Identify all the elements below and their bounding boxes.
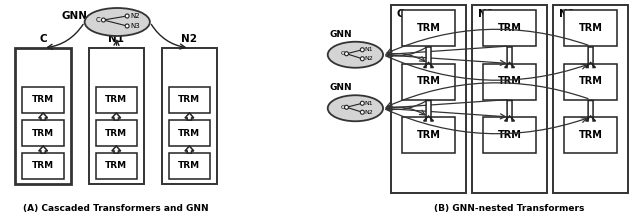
Text: TRM: TRM — [179, 129, 200, 138]
Polygon shape — [586, 100, 596, 121]
Text: GNN: GNN — [330, 83, 353, 92]
Text: TRM: TRM — [579, 23, 602, 33]
Text: TRM: TRM — [105, 162, 127, 170]
Bar — [22, 87, 64, 113]
Bar — [483, 64, 536, 100]
Bar — [22, 120, 64, 146]
Text: TRM: TRM — [498, 76, 522, 86]
Text: C: C — [340, 51, 344, 56]
Circle shape — [360, 101, 364, 105]
Polygon shape — [112, 113, 121, 120]
Polygon shape — [38, 113, 47, 120]
Polygon shape — [38, 146, 47, 153]
Text: N1: N1 — [364, 47, 373, 52]
Polygon shape — [424, 100, 433, 121]
Polygon shape — [185, 146, 194, 153]
Polygon shape — [112, 146, 121, 153]
Bar — [162, 48, 217, 184]
Text: N2: N2 — [559, 9, 575, 19]
Bar — [168, 120, 210, 146]
Text: N2: N2 — [364, 56, 373, 61]
Text: GNN: GNN — [61, 11, 88, 21]
Bar — [402, 117, 455, 153]
Bar — [95, 120, 137, 146]
Text: C: C — [96, 17, 100, 23]
Bar — [402, 64, 455, 100]
Bar — [168, 87, 210, 113]
Text: C: C — [39, 34, 47, 44]
Ellipse shape — [328, 42, 383, 68]
Circle shape — [360, 48, 364, 52]
Circle shape — [125, 24, 129, 28]
Text: TRM: TRM — [105, 129, 127, 138]
Circle shape — [360, 57, 364, 61]
Bar — [22, 153, 64, 179]
Polygon shape — [504, 47, 515, 67]
Bar — [168, 153, 210, 179]
Text: TRM: TRM — [417, 76, 440, 86]
Circle shape — [344, 105, 349, 109]
Bar — [483, 10, 536, 46]
Polygon shape — [586, 47, 596, 67]
Circle shape — [125, 14, 129, 18]
Text: TRM: TRM — [417, 130, 440, 140]
Text: (A) Cascaded Transformers and GNN: (A) Cascaded Transformers and GNN — [24, 203, 209, 213]
Text: TRM: TRM — [179, 95, 200, 105]
Circle shape — [360, 110, 364, 114]
Text: TRM: TRM — [32, 129, 54, 138]
Text: TRM: TRM — [579, 76, 602, 86]
Text: N1: N1 — [108, 34, 124, 44]
Bar — [472, 5, 547, 193]
Text: N1: N1 — [364, 101, 373, 106]
Text: TRM: TRM — [32, 162, 54, 170]
Bar — [564, 10, 617, 46]
Bar — [95, 153, 137, 179]
Text: TRM: TRM — [498, 130, 522, 140]
Text: C: C — [340, 105, 344, 110]
Ellipse shape — [328, 95, 383, 121]
Text: N2: N2 — [181, 34, 197, 44]
Text: TRM: TRM — [179, 162, 200, 170]
Text: TRM: TRM — [417, 23, 440, 33]
Text: N2: N2 — [130, 13, 140, 19]
Bar — [15, 48, 71, 184]
Bar — [483, 117, 536, 153]
Text: GNN: GNN — [330, 30, 353, 39]
Bar — [391, 5, 466, 193]
Circle shape — [101, 18, 106, 22]
Text: TRM: TRM — [498, 23, 522, 33]
Bar — [564, 117, 617, 153]
Polygon shape — [424, 47, 433, 67]
Polygon shape — [504, 100, 515, 121]
Circle shape — [344, 52, 349, 56]
Text: N3: N3 — [130, 23, 140, 29]
Text: N2: N2 — [364, 110, 373, 115]
Text: TRM: TRM — [32, 95, 54, 105]
Polygon shape — [185, 113, 194, 120]
Bar — [402, 10, 455, 46]
Text: TRM: TRM — [579, 130, 602, 140]
Text: TRM: TRM — [105, 95, 127, 105]
Text: N1: N1 — [478, 9, 494, 19]
Bar — [88, 48, 144, 184]
Bar — [553, 5, 628, 193]
Bar — [564, 64, 617, 100]
Text: C: C — [397, 9, 404, 19]
Ellipse shape — [84, 8, 150, 36]
Text: (B) GNN-nested Transformers: (B) GNN-nested Transformers — [435, 203, 585, 213]
Bar — [95, 87, 137, 113]
